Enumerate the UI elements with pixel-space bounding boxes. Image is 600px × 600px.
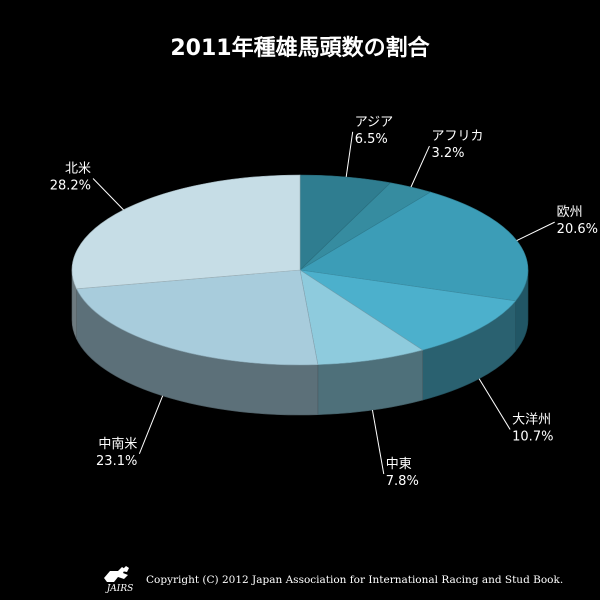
pie-slice-大洋州	[299, 269, 517, 351]
leader-line-中東	[371, 409, 385, 475]
slice-label-大洋州: 大洋州	[512, 413, 551, 428]
slice-value-北米: 28.2%	[50, 179, 91, 194]
pie-labels: アジア 6.5% アフリカ 3.2% 欧州 20.6% 大洋州 10.7% 中東 7.8% 中南米 2…	[50, 115, 598, 489]
slice-value-大洋州: 10.7%	[512, 430, 553, 445]
slice-value-中南米: 23.1%	[96, 454, 137, 469]
logo-text: JAIRS	[105, 584, 134, 594]
slice-label-アジア: アジア	[355, 115, 393, 130]
pie-slice-中東	[299, 269, 424, 366]
slice-value-アジア: 6.5%	[355, 132, 388, 147]
leader-line-中南米	[138, 395, 164, 454]
pie-top	[71, 174, 529, 366]
slice-value-アフリカ: 3.2%	[431, 146, 464, 161]
copyright-text: Copyright (C) 2012 Japan Association for…	[146, 574, 564, 586]
pie-slice-北米	[71, 174, 301, 290]
leader-line-アフリカ	[410, 145, 430, 188]
slice-label-北米: 北米	[65, 162, 91, 177]
slice-value-欧州: 20.6%	[557, 222, 598, 237]
leader-line-大洋州	[478, 378, 511, 430]
pie-side-walls	[71, 269, 529, 416]
slice-label-欧州: 欧州	[557, 205, 583, 220]
leader-line-アジア	[345, 131, 354, 178]
pie-slice-中南米	[76, 269, 319, 366]
slice-value-中東: 7.8%	[386, 474, 419, 489]
slice-label-中東: 中東	[386, 456, 412, 472]
leader-line-欧州	[516, 221, 555, 241]
jairs-logo: JAIRS	[104, 566, 134, 594]
leader-line-北米	[92, 178, 124, 211]
slice-label-アフリカ: アフリカ	[431, 129, 483, 144]
slice-label-中南米: 中南米	[98, 436, 137, 452]
chart-title: 2011年種雄馬頭数の割合	[170, 36, 430, 61]
